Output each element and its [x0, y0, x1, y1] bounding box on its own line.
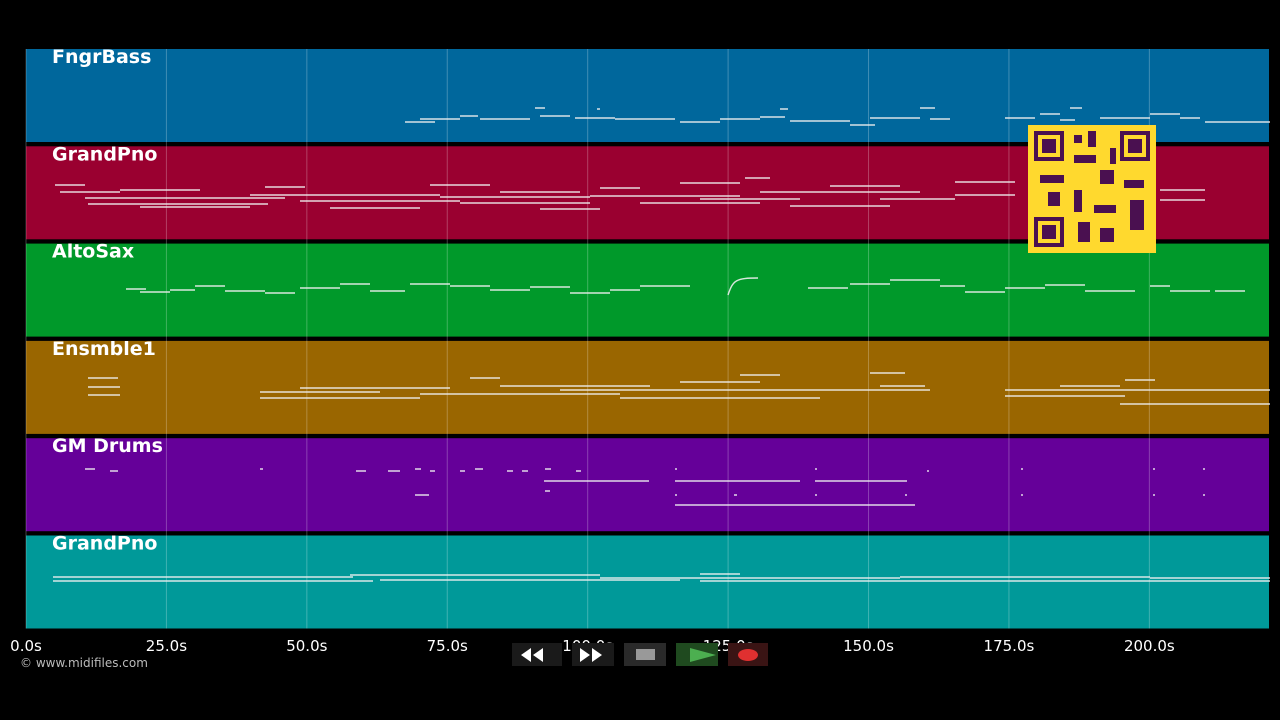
rewind-button[interactable]	[512, 643, 562, 666]
x-tick-label: 75.0s	[427, 637, 468, 655]
notes-track-5	[85, 468, 1205, 506]
notes	[53, 107, 1270, 582]
track-lane	[26, 340, 1269, 434]
track-lane	[26, 438, 1269, 532]
tracks: FngrBass GrandPno AltoSax Ensmble1 GM Drums G…	[26, 46, 1269, 629]
qr-pattern	[1034, 131, 1150, 247]
x-tick-label: 150.0s	[843, 637, 894, 655]
notes-track-2	[55, 177, 1205, 210]
play-button[interactable]	[676, 643, 718, 666]
transport-controls	[512, 643, 768, 666]
x-tick-label: 175.0s	[984, 637, 1035, 655]
notes-track-3	[126, 277, 1245, 296]
track-name: GrandPno	[52, 143, 157, 165]
copyright: © www.midifiles.com	[20, 656, 148, 670]
record-button[interactable]	[728, 643, 768, 666]
stop-button[interactable]	[624, 643, 666, 666]
track-name: GM Drums	[52, 435, 163, 457]
notes-track-6	[53, 573, 1270, 582]
notes-track-4	[88, 372, 1270, 405]
qr-code	[1028, 125, 1156, 253]
track-name: AltoSax	[52, 241, 134, 263]
qr-finder-dot	[1042, 139, 1142, 239]
x-tick-label: 200.0s	[1124, 637, 1175, 655]
fast-forward-button[interactable]	[572, 643, 614, 666]
track-name: FngrBass	[52, 46, 151, 68]
track-lane	[26, 243, 1269, 337]
track-name: Ensmble1	[52, 338, 156, 360]
x-tick-label: 0.0s	[10, 637, 42, 655]
notes-track-1	[405, 107, 1270, 126]
x-tick-label: 25.0s	[146, 637, 187, 655]
track-lane	[26, 535, 1269, 629]
grid	[25, 49, 1150, 629]
track-name: GrandPno	[52, 533, 157, 555]
x-axis: 0.0s25.0s50.0s75.0s100.0s125.0s150.0s175…	[10, 637, 1175, 655]
x-tick-label: 50.0s	[286, 637, 327, 655]
